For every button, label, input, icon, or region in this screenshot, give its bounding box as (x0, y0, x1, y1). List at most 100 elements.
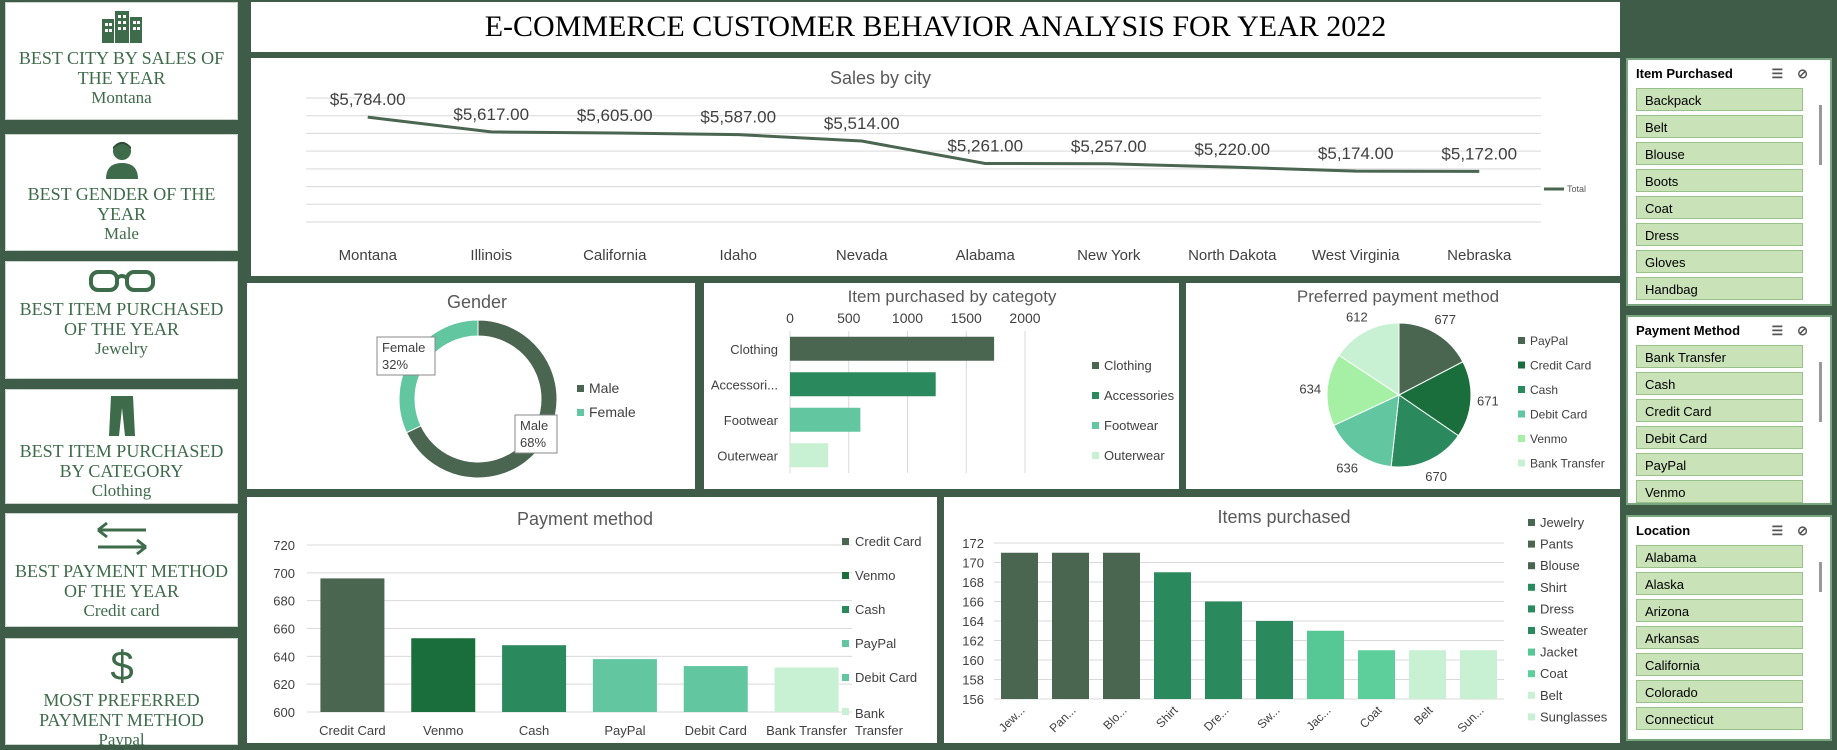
slicer-payment-method[interactable]: Payment Method ☰⊘ Bank Transfer Cash Credit … (1626, 315, 1832, 505)
slicer-header: Payment Method ☰⊘ (1628, 317, 1830, 345)
item-category-panel[interactable]: Item purchased by categoty 0 500 1000 1500 20… (704, 283, 1179, 489)
data-label: Male (520, 418, 548, 433)
slicer-item[interactable]: Credit Card (1636, 399, 1803, 422)
pie-slice-bank-transfer (1338, 322, 1400, 396)
payment-method-chart: Payment method 600 620 640 660 680 700 720 Credi… (273, 509, 921, 738)
data-label: $5,605.00 (577, 106, 653, 125)
slicer-item[interactable]: California (1636, 653, 1803, 676)
gender-panel[interactable]: Gender Male 68% Female 32% Male Female (247, 283, 695, 489)
slicer-item[interactable]: Coat (1636, 196, 1803, 219)
legend-swatch (1518, 386, 1525, 393)
data-label: 671 (1477, 393, 1499, 408)
slicer-location[interactable]: Location ☰⊘ Alabama Alaska Arizona Arkansas Ca… (1626, 515, 1832, 741)
y-tick-label: 162 (962, 634, 984, 649)
svg-text:$: $ (110, 645, 133, 685)
legend-label: Jacket (1540, 645, 1578, 660)
slicer-item[interactable]: Debit Card (1636, 426, 1803, 449)
bar-jacket (1307, 630, 1344, 699)
x-tick-label: Belt (1411, 703, 1436, 728)
sales-by-city-chart: Sales by city $5,784.00 Montana $5,617.00 Il… (306, 68, 1586, 264)
legend-label: Debit Card (855, 670, 917, 685)
legend-swatch (1528, 562, 1535, 570)
scrollbar[interactable] (1819, 362, 1822, 422)
kpi-label: MOST PREFERRED PAYMENT METHOD (39, 690, 204, 730)
slicer-item[interactable]: Arkansas (1636, 626, 1803, 649)
bar-blouse (1103, 552, 1140, 699)
clear-filter-icon[interactable]: ⊘ (1797, 323, 1822, 338)
multi-select-icon[interactable]: ☰ (1771, 323, 1798, 338)
slicer-item[interactable]: Alabama (1636, 545, 1803, 568)
legend-label: Female (589, 404, 636, 420)
legend-label: Shirt (1540, 580, 1567, 595)
data-label-box (376, 336, 436, 376)
legend-label: Belt (1540, 688, 1563, 703)
y-tick-label: 156 (962, 692, 984, 707)
y-tick-label: 620 (273, 677, 295, 692)
data-label: $5,784.00 (330, 90, 406, 109)
bar-credit-card (320, 578, 385, 712)
sales-by-city-panel[interactable]: Sales by city $5,784.00 Montana $5,617.00 Il… (251, 58, 1620, 276)
slicer-item-purchased[interactable]: Item Purchased ☰⊘ Backpack Belt Blouse Boots C… (1626, 58, 1832, 306)
kpi-value: Jewelry (95, 339, 148, 358)
pie-slice-venmo (1326, 354, 1401, 427)
data-label: $5,172.00 (1441, 144, 1517, 163)
x-tick-label: New York (1077, 247, 1141, 264)
legend-label: Venmo (1530, 432, 1568, 446)
slicer-item[interactable]: Dress (1636, 223, 1803, 246)
data-label: $5,220.00 (1194, 140, 1270, 159)
donut-slice-male (405, 319, 558, 479)
legend-swatch (842, 708, 849, 715)
legend-swatch (1528, 691, 1535, 699)
payment-method-panel[interactable]: Payment method 600 620 640 660 680 700 720 Credi… (247, 497, 937, 743)
slicer-item[interactable]: Belt (1636, 115, 1803, 138)
slicer-item[interactable]: Connecticut (1636, 707, 1803, 730)
slicer-item[interactable]: Gloves (1636, 250, 1803, 273)
legend-label-cont: Transfer (855, 723, 904, 738)
slicer-item[interactable]: Venmo (1636, 480, 1803, 503)
slicer-item[interactable]: Blouse (1636, 142, 1803, 165)
kpi-value: Paypal (98, 730, 145, 749)
legend-label: Sweater (1540, 623, 1588, 638)
x-tick-label: PayPal (604, 723, 645, 738)
legend-swatch (1092, 452, 1099, 459)
multi-select-icon[interactable]: ☰ (1771, 66, 1798, 81)
slicer-item[interactable]: Backpack (1636, 88, 1803, 111)
kpi-label: BEST ITEM PURCHASED OF THE YEAR (19, 299, 224, 339)
pie-slice-cash (1390, 394, 1460, 468)
x-tick-label: Sun... (1455, 703, 1487, 735)
legend-swatch (1528, 540, 1535, 548)
data-label: $5,617.00 (453, 105, 529, 124)
legend-label: Cash (1530, 383, 1558, 397)
data-label: $5,587.00 (700, 108, 776, 127)
scrollbar[interactable] (1819, 562, 1822, 592)
items-purchased-panel[interactable]: Items purchased 156 158 160 162 164 166 168 170 1… (944, 497, 1620, 743)
x-tick-label: Coat (1357, 703, 1385, 731)
data-label: 68% (520, 435, 546, 450)
y-tick-label: 168 (962, 575, 984, 590)
clear-filter-icon[interactable]: ⊘ (1797, 66, 1822, 81)
slicer-item[interactable]: Handbag (1636, 277, 1803, 300)
y-tick-label: Accessori... (711, 377, 778, 392)
kpi-label: BEST ITEM PURCHASED BY CATEGORY (19, 441, 224, 481)
clear-filter-icon[interactable]: ⊘ (1797, 523, 1822, 538)
x-tick-label: 1000 (892, 310, 923, 326)
pants-icon (6, 396, 237, 441)
bar-clothing (790, 336, 995, 361)
slicer-item[interactable]: Bank Transfer (1636, 345, 1803, 368)
multi-select-icon[interactable]: ☰ (1771, 523, 1798, 538)
preferred-payment-panel[interactable]: Preferred payment method 677 671 670 636 634 6… (1186, 283, 1620, 489)
legend-swatch (1528, 713, 1535, 721)
slicer-item[interactable]: Boots (1636, 169, 1803, 192)
scrollbar[interactable] (1819, 105, 1822, 165)
bar-belt (1409, 650, 1446, 699)
slicer-item[interactable]: Colorado (1636, 680, 1803, 703)
slicer-item[interactable]: Cash (1636, 372, 1803, 395)
slicer-item[interactable]: Alaska (1636, 572, 1803, 595)
person-icon (6, 141, 237, 184)
slicer-item[interactable]: Arizona (1636, 599, 1803, 622)
exchange-arrows-icon (6, 520, 237, 561)
chart-title: Payment method (517, 509, 653, 529)
slicer-item[interactable]: PayPal (1636, 453, 1803, 476)
x-tick-label: Dre... (1201, 703, 1232, 734)
legend-label: Outerwear (1104, 448, 1165, 463)
